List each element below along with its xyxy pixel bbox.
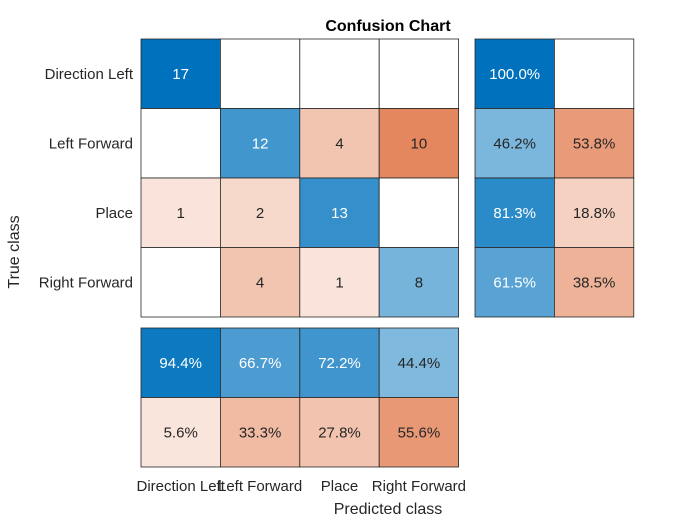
x-tick-label: Right Forward (372, 478, 466, 495)
row-summary-value: 81.3% (493, 205, 536, 222)
row-summary-cell (554, 38, 635, 109)
y-tick-label: Place (95, 205, 133, 222)
column-summary-value: 44.4% (398, 355, 441, 372)
matrix-cell (299, 247, 380, 318)
matrix-cell-value: 12 (252, 135, 269, 152)
matrix-cell (378, 177, 460, 248)
matrix-cell (378, 38, 460, 109)
column-summary-value: 5.6% (164, 424, 198, 441)
row-summary-cell (474, 177, 555, 248)
y-tick-label: Left Forward (49, 135, 133, 152)
row-summary-value: 38.5% (573, 274, 616, 291)
column-summary-cell (140, 327, 221, 398)
row-summary-value: 61.5% (493, 274, 536, 291)
matrix-cell-value: 13 (331, 205, 348, 222)
column-summary-value: 72.2% (318, 355, 361, 372)
matrix-cell (219, 38, 301, 109)
column-summary-cell (378, 397, 460, 468)
column-summary-value: 66.7% (239, 355, 282, 372)
matrix-cell-value: 4 (256, 274, 264, 291)
row-summary-value: 53.8% (573, 135, 616, 152)
row-summary-value: 18.8% (573, 205, 616, 222)
matrix-cell (378, 247, 460, 318)
row-summary-cell (474, 247, 555, 318)
matrix-cell-value: 10 (411, 135, 428, 152)
matrix-cell (140, 247, 221, 318)
matrix-cell-value: 4 (335, 135, 343, 152)
matrix-cell-value: 17 (172, 66, 189, 83)
row-summary-matrix: 100.0% 46.2% 53.8% 81.3% 18.8% 61.5% 38.5% (474, 38, 635, 318)
x-axis-label: Predicted class (334, 501, 443, 518)
x-tick-label: Place (321, 478, 359, 495)
y-tick-label: Right Forward (39, 274, 133, 291)
matrix-cell (299, 38, 380, 109)
row-summary-cell (554, 177, 635, 248)
column-summary-value: 27.8% (318, 424, 361, 441)
column-summary-value: 55.6% (398, 424, 441, 441)
matrix-cell (299, 108, 380, 179)
row-summary-cell (554, 108, 635, 179)
matrix-cell (219, 247, 301, 318)
column-summary-value: 94.4% (159, 355, 202, 372)
x-tick-label: Direction Left (137, 478, 226, 495)
column-summary-cell (219, 397, 301, 468)
y-tick-label: Direction Left (45, 66, 134, 83)
chart-title: Confusion Chart (325, 18, 451, 35)
column-summary-value: 33.3% (239, 424, 282, 441)
matrix-cell-value: 1 (177, 205, 185, 222)
matrix-cell-value: 8 (415, 274, 423, 291)
y-axis-label: True class (6, 215, 23, 288)
matrix-cell-value: 2 (256, 205, 264, 222)
column-summary-matrix: 94.4% 66.7% 72.2% 44.4% 5.6% 33.3% 27.8% 55.6% (140, 327, 460, 468)
matrix-cell (140, 108, 221, 179)
y-tick-labels: Direction Left Left Forward Place Right For… (39, 66, 134, 292)
row-summary-cell (474, 108, 555, 179)
row-summary-cell (554, 247, 635, 318)
column-summary-cell (219, 327, 301, 398)
row-summary-value: 46.2% (493, 135, 536, 152)
matrix-cell (378, 108, 460, 179)
column-summary-cell (140, 397, 221, 468)
matrix-cell (219, 108, 301, 179)
matrix-cell (219, 177, 301, 248)
matrix-cell (140, 38, 221, 109)
column-summary-cell (299, 327, 380, 398)
matrix-cell (140, 177, 221, 248)
x-tick-label: Left Forward (218, 478, 302, 495)
row-summary-value: 100.0% (489, 66, 540, 83)
matrix-cell-value: 1 (335, 274, 343, 291)
column-summary-cell (378, 327, 460, 398)
